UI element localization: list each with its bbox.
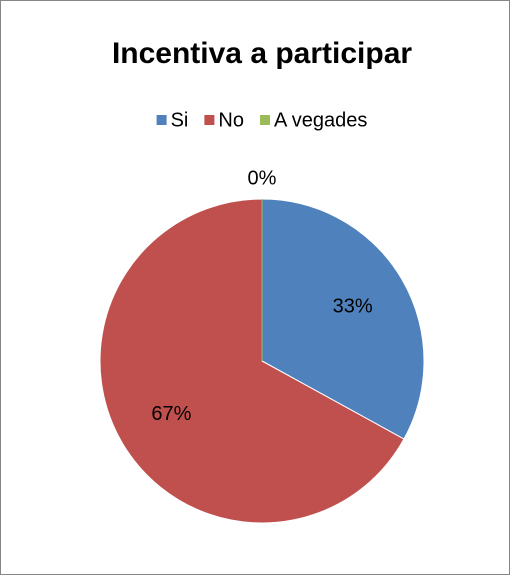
legend-label: A vegades	[274, 109, 367, 131]
data-label: 67%	[151, 403, 191, 425]
pie-slice	[261, 198, 425, 440]
legend-swatch	[259, 115, 270, 125]
data-label: 33%	[333, 296, 373, 318]
legend-label: No	[218, 109, 244, 131]
legend-label: Si	[171, 109, 189, 131]
legend-swatch	[204, 115, 215, 125]
chart-title: Incentiva a participar	[112, 37, 412, 70]
pie-slice	[99, 198, 405, 524]
legend-swatch	[156, 115, 167, 125]
data-label: 0%	[248, 167, 277, 189]
